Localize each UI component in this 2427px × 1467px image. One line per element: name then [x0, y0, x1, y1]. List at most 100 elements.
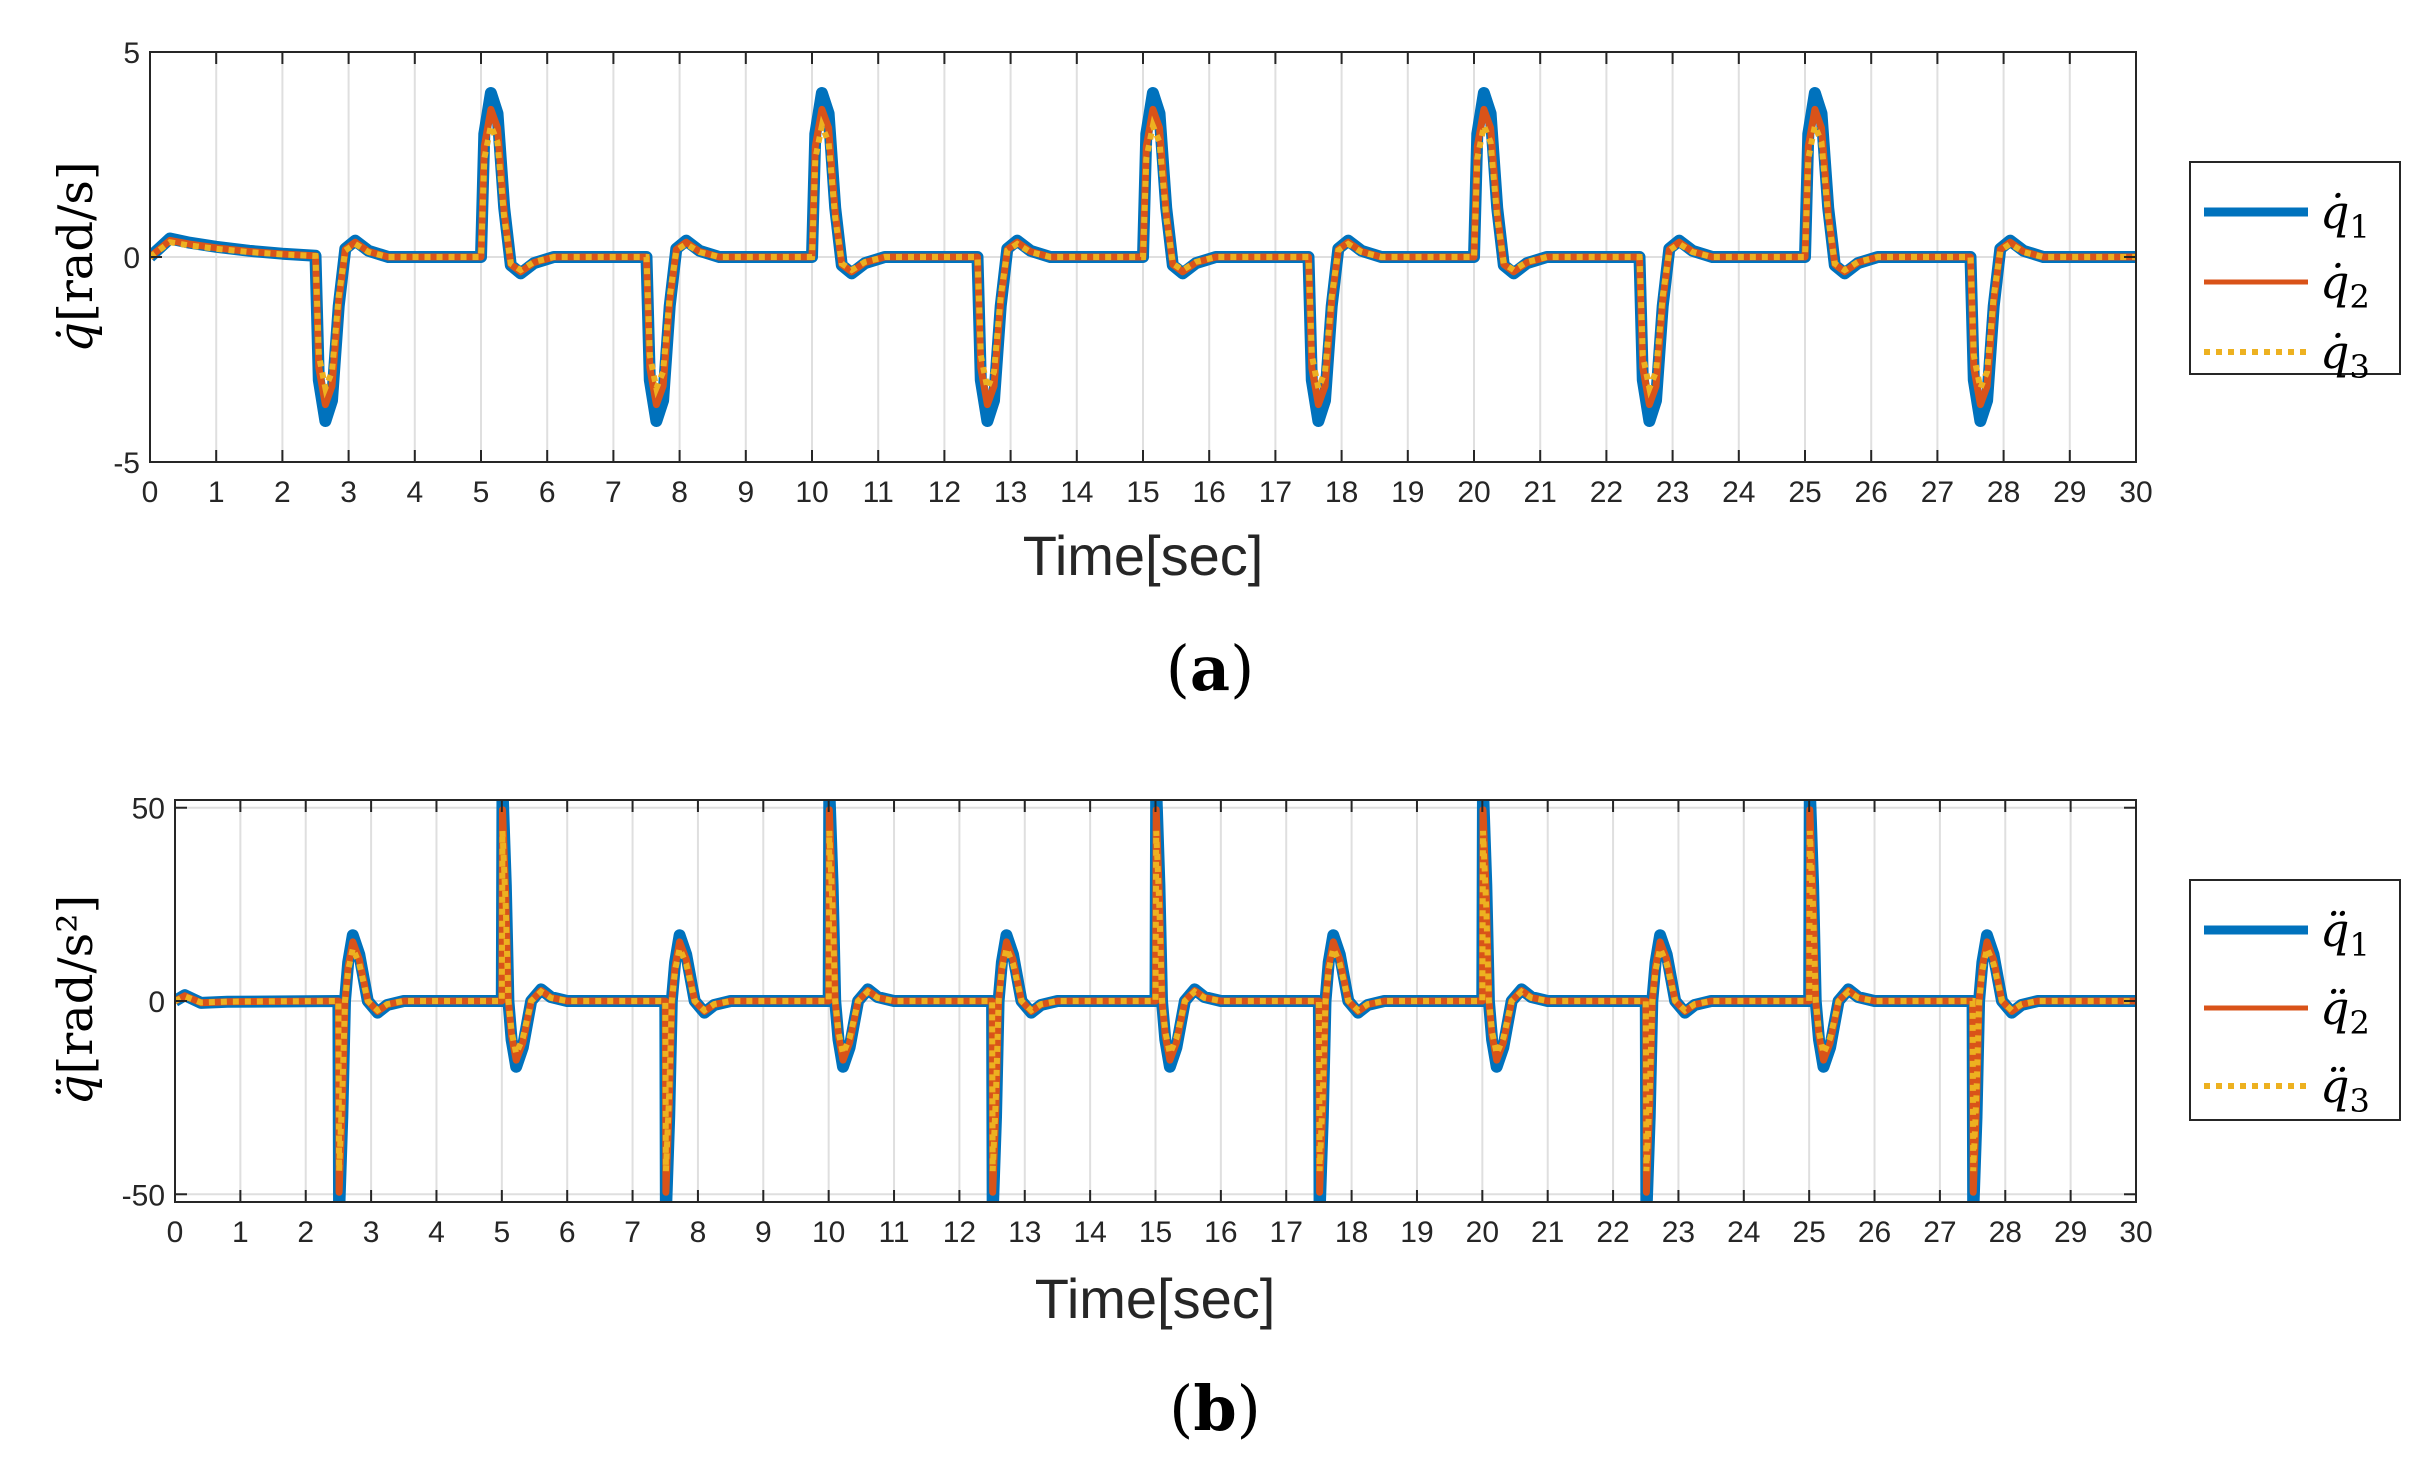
- series-line-3: [150, 115, 2136, 399]
- x-tick-label: 12: [943, 1216, 976, 1249]
- x-tick-label: 18: [1335, 1216, 1368, 1249]
- x-tick-label: 13: [994, 476, 1027, 509]
- panel-b-xlabel: Time[sec]: [1035, 1267, 1276, 1330]
- x-tick-label: 21: [1531, 1216, 1564, 1249]
- x-tick-label: 25: [1788, 476, 1821, 509]
- panel-a-ylabel-unit: [rad/s]: [48, 161, 104, 322]
- x-tick-label: 29: [2053, 476, 2086, 509]
- x-tick-label: 5: [473, 476, 490, 509]
- panel-b-legend: q̈1 q̈2 q̈3: [2189, 879, 2401, 1121]
- x-tick-label: 15: [1126, 476, 1159, 509]
- x-tick-label: 23: [1656, 476, 1689, 509]
- x-tick-label: 4: [428, 1216, 445, 1249]
- x-tick-label: 28: [1987, 476, 2020, 509]
- panel-b-chart: 0 1 2 3 4 5 6 7 8 9 10 11 12 13 14 15 16 17 18 19 20 21 22 23 24…: [48, 793, 2401, 1445]
- y-tick-label: 5: [123, 37, 140, 70]
- y-tick-label: 0: [123, 242, 140, 275]
- x-tick-label: 20: [1466, 1216, 1499, 1249]
- x-tick-label: 9: [737, 476, 754, 509]
- panel-a-caption-close: ): [1230, 632, 1254, 705]
- panel-b-caption-close: ): [1237, 1372, 1261, 1445]
- panel-a-series: [150, 87, 2136, 427]
- y-tick-label: 50: [132, 793, 165, 826]
- x-tick-label: 22: [1590, 476, 1623, 509]
- x-tick-label: 27: [1923, 1216, 1956, 1249]
- panel-b-yticks: -50 0 50: [122, 793, 2136, 1212]
- panel-b-xticks: 0 1 2 3 4 5 6 7 8 9 10 11 12 13 14 15 16 17 18 19 20 21 22 23 24…: [167, 800, 2153, 1249]
- x-tick-label: 7: [605, 476, 622, 509]
- x-tick-label: 6: [539, 476, 556, 509]
- x-tick-label: 3: [340, 476, 357, 509]
- x-tick-label: 13: [1008, 1216, 1041, 1249]
- x-tick-label: 22: [1596, 1216, 1629, 1249]
- x-tick-label: 4: [406, 476, 423, 509]
- legend-label-2: q̇2: [2320, 255, 2370, 316]
- x-tick-label: 25: [1792, 1216, 1825, 1249]
- x-tick-label: 3: [363, 1216, 380, 1249]
- panel-a-xlabel: Time[sec]: [1023, 524, 1264, 587]
- x-tick-label: 1: [208, 476, 225, 509]
- panel-a-yticks: -5 0 5: [113, 37, 2136, 480]
- panel-b-caption-open: (: [1169, 1372, 1193, 1445]
- x-tick-label: 27: [1921, 476, 1954, 509]
- x-tick-label: 1: [232, 1216, 249, 1249]
- x-tick-label: 28: [1989, 1216, 2022, 1249]
- x-tick-label: 0: [142, 476, 159, 509]
- x-tick-label: 10: [795, 476, 828, 509]
- x-tick-label: 24: [1727, 1216, 1760, 1249]
- x-tick-label: 14: [1073, 1216, 1106, 1249]
- x-tick-label: 19: [1400, 1216, 1433, 1249]
- panel-a-chart: 0 1 2 3 4 5 6 7 8 9 10 11 12 13 14 15 16 17 18 19 20 21 22 23 24…: [48, 37, 2401, 705]
- y-tick-label: 0: [148, 986, 165, 1019]
- panel-b-ylabel: q̈[rad/s²]: [48, 895, 104, 1106]
- panel-b-ylabel-symbol: q̈: [48, 1075, 104, 1106]
- legend-label-2: q̈2: [2320, 981, 2370, 1042]
- x-tick-label: 16: [1204, 1216, 1237, 1249]
- x-tick-label: 0: [167, 1216, 184, 1249]
- x-tick-label: 17: [1259, 476, 1292, 509]
- x-tick-label: 8: [690, 1216, 707, 1249]
- x-tick-label: 5: [493, 1216, 510, 1249]
- x-tick-label: 26: [1855, 476, 1888, 509]
- x-tick-label: 11: [863, 476, 894, 509]
- panel-a-ylabel: q̇[rad/s]: [48, 161, 104, 352]
- x-tick-label: 15: [1139, 1216, 1172, 1249]
- x-tick-label: 11: [878, 1216, 909, 1249]
- x-tick-label: 30: [2119, 1216, 2152, 1249]
- x-tick-label: 29: [2054, 1216, 2087, 1249]
- panel-b-caption: (b): [1169, 1372, 1261, 1445]
- panel-b-series: [175, 800, 2136, 1202]
- x-tick-label: 10: [812, 1216, 845, 1249]
- legend-label-1: q̇1: [2320, 185, 2370, 246]
- x-tick-label: 2: [297, 1216, 314, 1249]
- x-tick-label: 18: [1325, 476, 1358, 509]
- x-tick-label: 6: [559, 1216, 576, 1249]
- x-tick-label: 30: [2119, 476, 2152, 509]
- legend-label-3: q̈3: [2320, 1059, 2370, 1120]
- legend-label-3: q̇3: [2320, 325, 2370, 386]
- x-tick-label: 9: [755, 1216, 772, 1249]
- x-tick-label: 21: [1524, 476, 1557, 509]
- x-tick-label: 23: [1662, 1216, 1695, 1249]
- panel-a-caption-letter: a: [1190, 632, 1230, 705]
- series-line-3: [175, 830, 2136, 1172]
- y-tick-label: -5: [113, 447, 140, 480]
- x-tick-label: 12: [928, 476, 961, 509]
- x-tick-label: 8: [671, 476, 688, 509]
- x-tick-label: 16: [1193, 476, 1226, 509]
- panel-a-ylabel-symbol: q̇: [48, 322, 104, 353]
- panel-b-caption-letter: b: [1193, 1372, 1236, 1445]
- x-tick-label: 20: [1457, 476, 1490, 509]
- panel-a-xticks: 0 1 2 3 4 5 6 7 8 9 10 11 12 13 14 15 16 17 18 19 20 21 22 23 24…: [142, 52, 2153, 509]
- panel-b-ylabel-unit: [rad/s²]: [48, 895, 104, 1075]
- y-tick-label: -50: [122, 1179, 165, 1212]
- x-tick-label: 26: [1858, 1216, 1891, 1249]
- panel-a-caption: (a): [1166, 632, 1255, 705]
- x-tick-label: 2: [274, 476, 291, 509]
- panel-a-legend-box: [2189, 161, 2401, 375]
- x-tick-label: 14: [1060, 476, 1093, 509]
- x-tick-label: 24: [1722, 476, 1755, 509]
- x-tick-label: 7: [624, 1216, 641, 1249]
- panel-a-caption-open: (: [1166, 632, 1190, 705]
